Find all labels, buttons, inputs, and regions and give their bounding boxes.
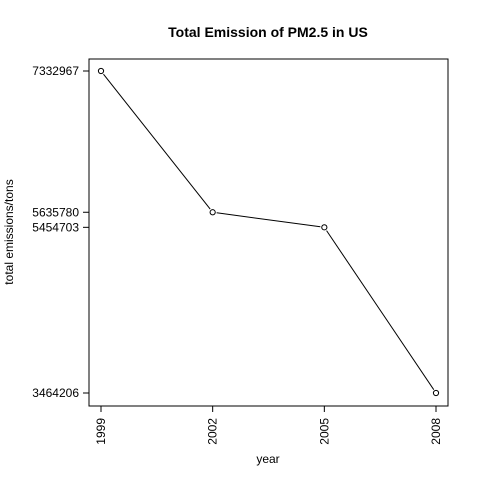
y-tick-label: 3464206 [32, 386, 79, 400]
data-point [97, 67, 105, 75]
series-segment [326, 230, 435, 390]
x-axis-label: year [256, 452, 279, 466]
data-point [432, 389, 440, 397]
plot-frame [88, 58, 449, 407]
data-point [209, 209, 216, 216]
series-segment [103, 73, 211, 210]
x-tick-label: 2005 [317, 418, 331, 445]
series-total-emissions [97, 67, 440, 397]
y-axis-label: total emissions/tons [2, 179, 16, 284]
x-tick-label: 2008 [429, 418, 443, 445]
x-axis: 1999 2002 2005 2008 [94, 405, 443, 445]
series-segment [216, 212, 321, 228]
x-tick-label: 2002 [206, 418, 220, 445]
x-tick-label: 1999 [94, 418, 108, 445]
y-tick-label: 5454703 [32, 220, 79, 234]
y-tick-label: 7332967 [32, 64, 79, 78]
chart-title: Total Emission of PM2.5 in US [168, 24, 368, 40]
data-point [321, 224, 328, 231]
y-tick-label: 5635780 [32, 205, 79, 219]
